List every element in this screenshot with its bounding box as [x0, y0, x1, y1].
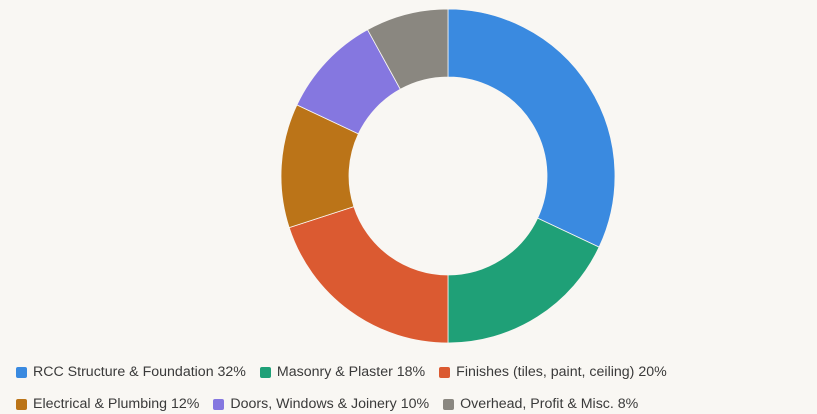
legend-row-2: Electrical & Plumbing 12% Doors, Windows… — [16, 396, 652, 412]
legend-label: Electrical & Plumbing 12% — [33, 396, 200, 412]
legend-label: Finishes (tiles, paint, ceiling) 20% — [456, 364, 667, 380]
donut-slice-1[interactable] — [447, 8, 616, 248]
legend-item[interactable]: Electrical & Plumbing 12% — [16, 396, 199, 412]
legend-item[interactable]: Masonry & Plaster 18% — [259, 364, 426, 380]
legend-swatch — [259, 366, 271, 378]
legend-item[interactable]: Overhead, Profit & Misc. 8% — [443, 396, 638, 412]
legend-label: Masonry & Plaster 18% — [276, 364, 426, 380]
legend-label: Overhead, Profit & Misc. 8% — [460, 396, 639, 412]
legend-swatch — [439, 366, 451, 378]
donut-slice-2[interactable] — [447, 217, 600, 344]
legend-swatch — [16, 398, 27, 410]
legend-swatch — [16, 366, 27, 378]
legend-item[interactable]: Doors, Windows & Joinery 10% — [213, 396, 429, 412]
legend-swatch — [443, 398, 455, 410]
legend-label: RCC Structure & Foundation 32% — [33, 364, 246, 380]
legend-item[interactable]: Finishes (tiles, paint, ceiling) 20% — [439, 364, 667, 380]
legend-item[interactable]: RCC Structure & Foundation 32% — [16, 364, 246, 380]
donut-slice-6[interactable] — [367, 8, 449, 90]
legend-swatch — [213, 398, 225, 410]
donut-slice-3[interactable] — [288, 206, 449, 344]
donut-chart — [280, 8, 616, 344]
legend-row-1: RCC Structure & Foundation 32% Masonry &… — [16, 364, 681, 380]
legend-label: Doors, Windows & Joinery 10% — [230, 396, 430, 412]
